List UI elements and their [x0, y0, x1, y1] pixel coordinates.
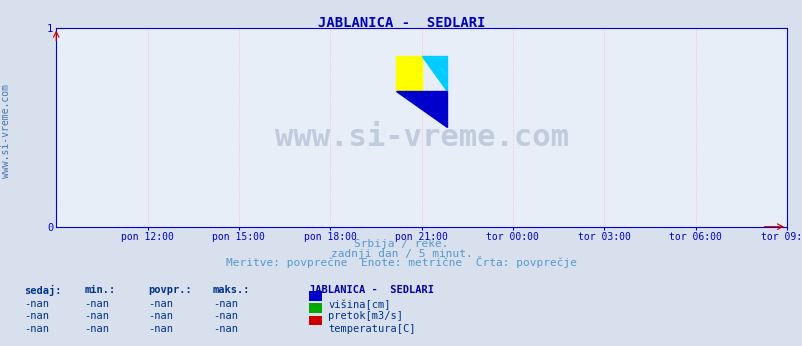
Text: Srbija / reke.: Srbija / reke. [354, 239, 448, 249]
Text: -nan: -nan [24, 311, 49, 321]
Text: maks.:: maks.: [213, 285, 250, 295]
Text: www.si-vreme.com: www.si-vreme.com [2, 84, 11, 179]
Text: -nan: -nan [84, 299, 109, 309]
Text: -nan: -nan [213, 324, 237, 334]
Text: -nan: -nan [213, 299, 237, 309]
Text: višina[cm]: višina[cm] [328, 299, 391, 310]
Text: povpr.:: povpr.: [148, 285, 192, 295]
Polygon shape [421, 56, 447, 91]
Text: www.si-vreme.com: www.si-vreme.com [274, 122, 568, 152]
Text: JABLANICA -  SEDLARI: JABLANICA - SEDLARI [318, 16, 484, 29]
Text: JABLANICA -  SEDLARI: JABLANICA - SEDLARI [309, 285, 434, 295]
Text: temperatura[C]: temperatura[C] [328, 324, 415, 334]
Bar [395, 56, 421, 91]
Text: -nan: -nan [84, 324, 109, 334]
Text: -nan: -nan [24, 299, 49, 309]
Text: pretok[m3/s]: pretok[m3/s] [328, 311, 403, 321]
Text: Meritve: povprečne  Enote: metrične  Črta: povprečje: Meritve: povprečne Enote: metrične Črta:… [225, 256, 577, 268]
Text: -nan: -nan [213, 311, 237, 321]
Polygon shape [395, 91, 447, 127]
Text: sedaj:: sedaj: [24, 285, 62, 297]
Text: -nan: -nan [84, 311, 109, 321]
Text: min.:: min.: [84, 285, 115, 295]
Text: zadnji dan / 5 minut.: zadnji dan / 5 minut. [330, 249, 472, 259]
Text: -nan: -nan [148, 299, 173, 309]
Text: -nan: -nan [148, 311, 173, 321]
Text: -nan: -nan [148, 324, 173, 334]
Text: -nan: -nan [24, 324, 49, 334]
